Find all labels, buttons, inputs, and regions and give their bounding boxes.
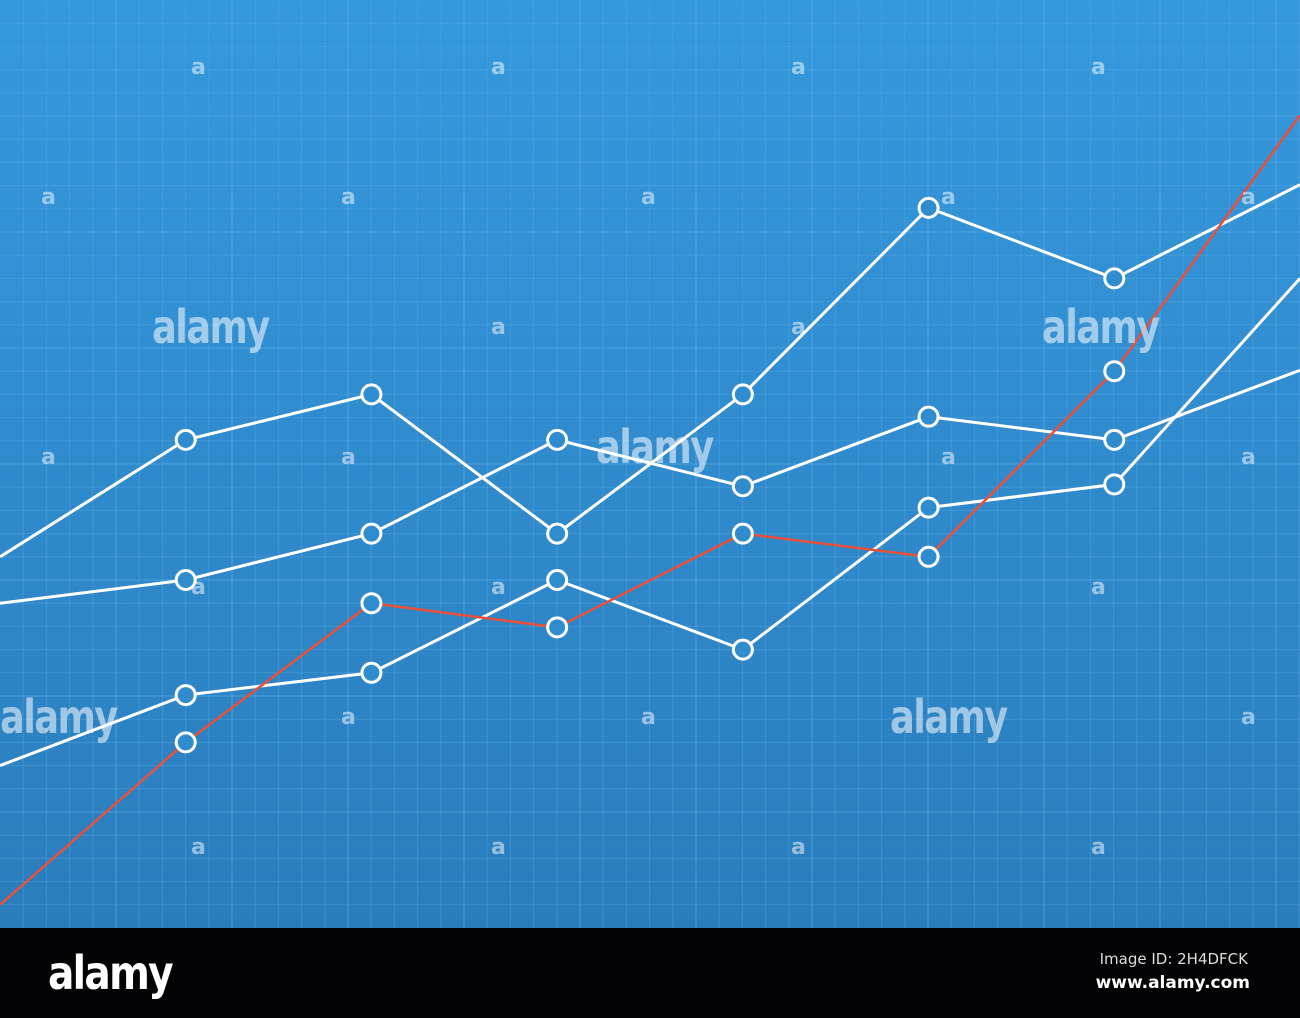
watermark-letter: a	[1241, 185, 1256, 210]
data-point-1	[546, 522, 569, 545]
line-chart	[0, 0, 1300, 928]
data-point-2	[546, 428, 569, 451]
data-point-1	[174, 428, 197, 451]
data-point-4	[1103, 360, 1126, 383]
watermark-letter: a	[791, 835, 806, 860]
watermark-letter: a	[491, 315, 506, 340]
watermark-word: alamy	[152, 300, 270, 354]
watermark-letter: a	[791, 315, 806, 340]
site-url[interactable]: www.alamy.com	[1095, 973, 1250, 993]
data-point-3	[917, 496, 940, 519]
series-lines	[0, 114, 1300, 906]
watermark-word: alamy	[596, 420, 714, 474]
watermark-word: alamy	[0, 690, 118, 744]
series-line-2	[0, 368, 1300, 605]
alamy-logo: alamy	[48, 946, 174, 1000]
data-point-2	[1103, 428, 1126, 451]
series-line-3	[0, 277, 1300, 768]
watermark-letter: a	[1241, 445, 1256, 470]
watermark-letter: a	[491, 835, 506, 860]
data-point-2	[360, 522, 383, 545]
data-point-4	[174, 731, 197, 754]
watermark-letter: a	[191, 55, 206, 80]
data-point-3	[546, 569, 569, 591]
watermark-letter: a	[41, 445, 56, 470]
series-markers	[174, 196, 1126, 754]
watermark-word: alamy	[1042, 300, 1160, 354]
grid	[0, 0, 1300, 928]
watermark-letter: a	[1241, 705, 1256, 730]
data-point-3	[360, 661, 383, 684]
data-point-3	[731, 638, 754, 661]
watermark-letter: a	[941, 185, 956, 210]
footer-bar: alamy Image ID: 2H4DFCK www.alamy.com	[0, 928, 1300, 1018]
watermark-letter: a	[1091, 55, 1106, 80]
watermark-letter: a	[1091, 575, 1106, 600]
data-point-2	[917, 405, 940, 428]
watermark-letter: a	[941, 445, 956, 470]
data-point-1	[917, 196, 940, 219]
watermark-letter: a	[191, 575, 206, 600]
watermark-letter: a	[341, 705, 356, 730]
watermark-word: alamy	[890, 690, 1008, 744]
data-point-4	[546, 616, 569, 639]
series-line-4	[0, 114, 1300, 906]
chart-area: alamy alamy alamy alamy alamy a a a a a a a a a a a a a a a…	[0, 0, 1300, 928]
image-id: Image ID: 2H4DFCK	[1099, 950, 1248, 968]
watermark-letter: a	[1091, 835, 1106, 860]
watermark-letter: a	[341, 185, 356, 210]
data-point-2	[731, 475, 754, 498]
watermark-letter: a	[341, 445, 356, 470]
watermark-letter: a	[641, 705, 656, 730]
data-point-3	[174, 684, 197, 707]
data-point-3	[1103, 473, 1126, 496]
data-point-2	[174, 569, 197, 591]
data-point-1	[360, 383, 383, 406]
watermark-letter: a	[491, 55, 506, 80]
watermark-letter: a	[491, 575, 506, 600]
data-point-1	[731, 383, 754, 406]
watermark-letter: a	[791, 55, 806, 80]
data-point-1	[1103, 267, 1126, 290]
watermark-letter: a	[191, 835, 206, 860]
data-point-4	[360, 592, 383, 615]
data-point-4	[731, 522, 754, 545]
watermark-letter: a	[41, 185, 56, 210]
data-point-4	[917, 545, 940, 568]
watermark-letter: a	[641, 185, 656, 210]
